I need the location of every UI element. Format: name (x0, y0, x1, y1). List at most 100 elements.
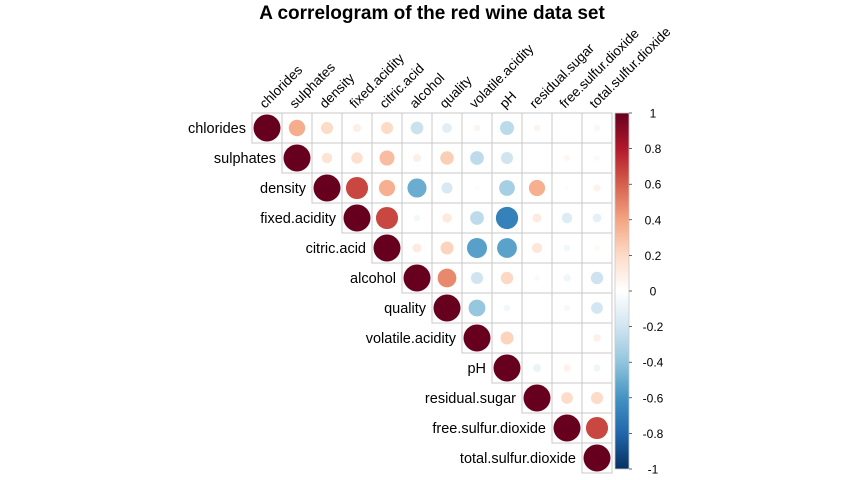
correlation-circle (378, 179, 396, 197)
correlation-circle (440, 241, 454, 255)
row-label: sulphates (214, 151, 276, 167)
correlation-circle (288, 119, 306, 137)
correlation-circle (442, 123, 452, 133)
correlation-circle (463, 324, 491, 352)
correlation-circle (345, 176, 369, 200)
row-label: quality (384, 301, 427, 317)
correlation-circle (442, 213, 452, 223)
correlation-circle (375, 206, 399, 230)
color-scale-label: 0.4 (645, 213, 662, 227)
correlation-circle (594, 245, 600, 251)
correlation-circle (593, 124, 601, 132)
correlation-circle (468, 299, 486, 317)
correlation-circle (380, 121, 394, 135)
correlation-circle (532, 363, 542, 373)
color-scale-label: 0.8 (645, 142, 662, 156)
correlation-circle (590, 391, 604, 405)
row-labels: chlorides sulphates density fixed.acidity ci… (188, 121, 576, 467)
correlation-circle (531, 242, 543, 254)
correlation-circle (407, 178, 427, 198)
correlation-circle (412, 153, 422, 163)
correlation-circle (535, 156, 539, 160)
correlation-circle (500, 271, 514, 285)
correlation-circle (565, 336, 569, 340)
row-label: chlorides (188, 121, 246, 137)
correlation-circle (499, 120, 515, 136)
correlation-circle (594, 155, 600, 161)
correlation-circle (470, 211, 484, 225)
correlation-circle (563, 364, 571, 372)
color-scale-bar (614, 112, 630, 470)
color-scale-label: -0.2 (643, 320, 664, 334)
correlation-circle (535, 306, 539, 310)
correlation-circle (321, 152, 333, 164)
correlation-circle (373, 234, 401, 262)
matrix-cell (521, 322, 553, 354)
correlation-circle (351, 152, 363, 164)
row-label: pH (467, 361, 486, 377)
correlation-circle (473, 124, 481, 132)
column-label: pH (497, 88, 520, 111)
correlation-circle (534, 275, 540, 281)
correlation-circle (565, 186, 569, 190)
row-label: density (260, 181, 307, 197)
correlation-circle (352, 123, 362, 133)
correlation-circle (503, 304, 511, 312)
color-legend: 1 0.8 0.6 0.4 0.2 0 -0.2 -0.4 -0.6 -0.8 -1 (614, 107, 664, 477)
color-scale-label: -0.6 (643, 391, 664, 405)
color-scale-label: 0 (650, 285, 657, 299)
correlation-circle (437, 268, 457, 288)
color-scale-label: -1 (648, 463, 659, 477)
correlation-circle (593, 334, 601, 342)
correlation-circle (343, 204, 371, 232)
row-label: citric.acid (306, 241, 366, 257)
row-label: volatile.acidity (366, 331, 457, 347)
row-label: fixed.acidity (260, 211, 337, 227)
correlation-circle (532, 213, 542, 223)
column-labels: chloridessulphatesdensityfixed.acidityci… (257, 24, 674, 111)
correlation-circle (591, 302, 603, 314)
correlation-circle (413, 214, 421, 222)
correlation-circle (553, 414, 581, 442)
correlation-circle (585, 416, 609, 440)
correlation-circle (283, 144, 311, 172)
correlation-circle (523, 384, 551, 412)
correlation-circle (379, 150, 395, 166)
color-scale-label: 0.2 (645, 249, 662, 263)
color-scale-label: -0.4 (643, 356, 664, 370)
correlation-circle (563, 274, 571, 282)
color-scale-label: 1 (650, 107, 657, 121)
correlation-circle (561, 392, 573, 404)
correlation-circle (403, 264, 431, 292)
correlation-circle (565, 126, 569, 130)
row-label: residual.sugar (425, 391, 516, 407)
row-label: alcohol (350, 271, 396, 287)
correlation-circle (313, 174, 341, 202)
correlation-circle (592, 213, 602, 223)
correlation-circle (495, 206, 519, 230)
correlation-circle (441, 182, 453, 194)
correlation-circle (470, 151, 484, 165)
color-scale-label: -0.8 (643, 427, 664, 441)
correlation-circle (593, 184, 601, 192)
correlation-circle (593, 364, 601, 372)
chart-title: A correlogram of the red wine data set (259, 3, 605, 24)
correlation-circle (497, 238, 517, 258)
correlation-circle (320, 121, 334, 135)
correlation-circle (528, 179, 546, 197)
row-label: free.sulfur.dioxide (432, 421, 546, 437)
correlation-circle (440, 151, 454, 165)
correlation-circle (563, 154, 571, 162)
correlation-circle (590, 271, 604, 285)
correlation-circle (583, 444, 611, 472)
correlation-circle (410, 121, 424, 135)
correlation-cells (251, 112, 613, 474)
correlation-circle (466, 237, 488, 259)
correlation-circle (253, 114, 281, 142)
correlation-circle (563, 244, 571, 252)
correlation-circle (561, 212, 573, 224)
correlation-circle (412, 243, 422, 253)
correlation-circles (253, 114, 611, 472)
correlation-circle (493, 354, 521, 382)
